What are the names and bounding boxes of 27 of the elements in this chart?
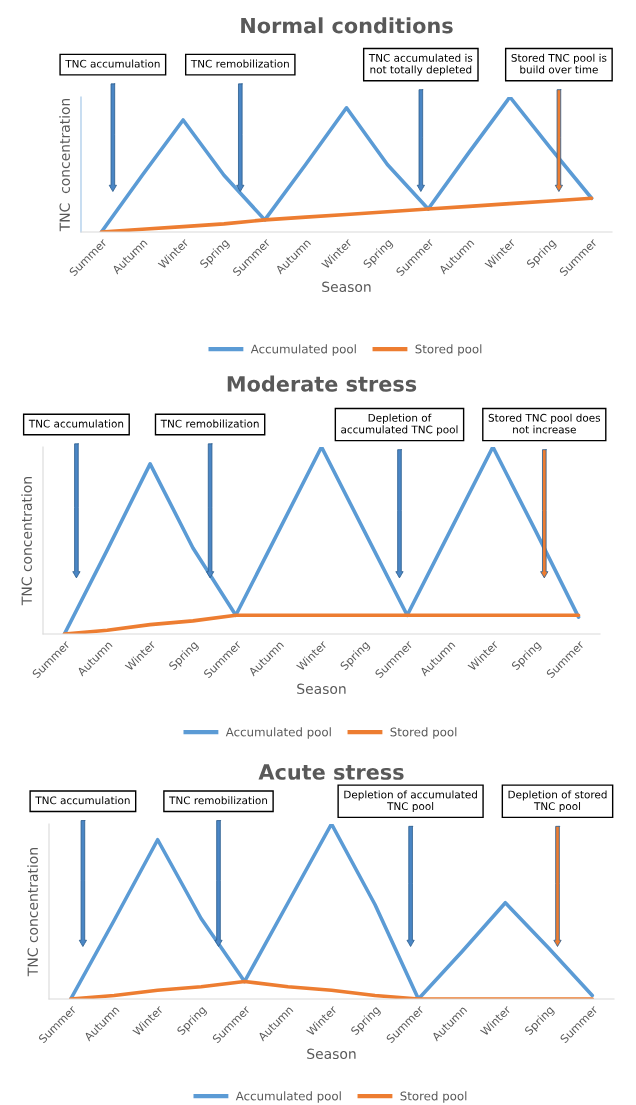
- legend-label: Accumulated pool: [235, 1091, 341, 1103]
- text: TNC remobilization: [190, 59, 289, 68]
- text: TNC accumulation: [65, 59, 160, 68]
- legend-label: Accumulated pool: [250, 344, 356, 356]
- text: Depletion of accumulated TNC pool: [344, 790, 477, 813]
- chart-title: Normal conditions: [241, 17, 453, 34]
- text: TNC accumulation: [28, 419, 124, 428]
- x-axis-title: Season: [322, 281, 371, 293]
- text: TNC remobilization: [169, 796, 268, 805]
- text: TNC remobilization: [160, 419, 259, 428]
- text: Stored TNC pool is build over time: [511, 53, 607, 74]
- chart-title: Moderate stress: [227, 375, 417, 392]
- legend-label: Stored pool: [400, 1091, 467, 1103]
- y-axis-title: TNC concentration: [59, 98, 70, 232]
- chart-title: Acute stress: [258, 764, 404, 780]
- legend-label: Accumulated pool: [225, 727, 331, 739]
- text: TNC accumulated is not totally depleted: [368, 53, 473, 76]
- text: Stored TNC pool does not increase: [488, 413, 601, 434]
- legend-label: Stored pool: [390, 727, 457, 739]
- text: Depletion of accumulated TNC pool: [341, 413, 458, 436]
- y-axis-title: TNC concentration: [21, 477, 32, 606]
- x-axis-title: Season: [297, 683, 346, 695]
- text: TNC accumulation: [35, 796, 130, 805]
- x-axis-title: Season: [307, 1048, 356, 1060]
- text: Depletion of stored TNC pool: [508, 790, 607, 813]
- y-axis-title: TNC concentration: [27, 848, 38, 977]
- legend-label: Stored pool: [415, 344, 482, 356]
